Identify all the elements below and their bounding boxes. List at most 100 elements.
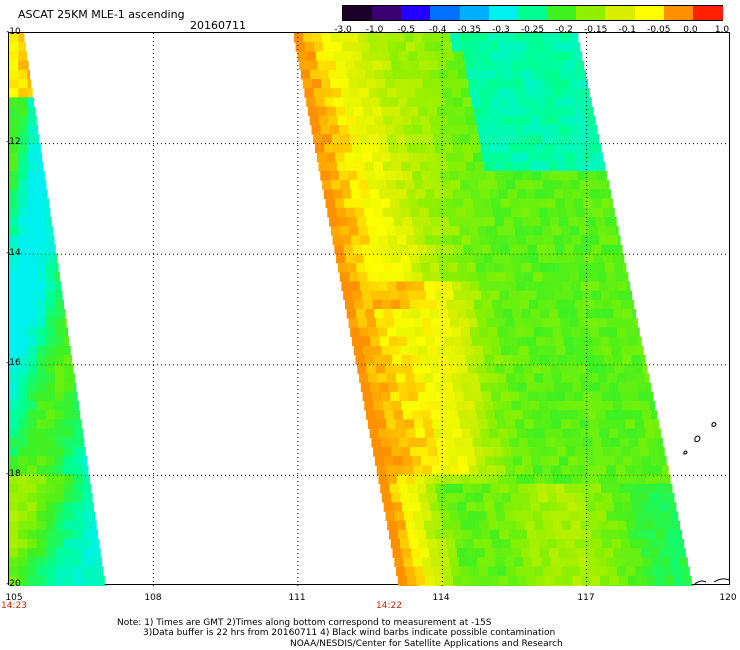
swath-cell [479, 474, 490, 485]
swath-cell [361, 97, 371, 107]
swath-cell [561, 419, 571, 429]
swath-cell [500, 244, 510, 255]
swath-cell [578, 125, 588, 135]
swath-cell [454, 244, 464, 255]
swath-cell [64, 474, 74, 485]
colorbar-segment [692, 6, 723, 20]
swath-cell [581, 235, 591, 245]
swath-cell [590, 189, 601, 199]
swath-cell [370, 336, 380, 347]
swath-cell [495, 318, 506, 328]
swath-cell [550, 364, 561, 374]
swath-cell [551, 79, 561, 89]
swath-cell [371, 244, 381, 255]
swath-cell [628, 483, 639, 494]
swath-cell [464, 539, 474, 549]
swath-cell [396, 474, 407, 485]
swath-cell [562, 474, 572, 485]
swath-cell [537, 152, 548, 163]
swath-cell [499, 529, 509, 540]
swath-cell [9, 373, 19, 383]
swath-cell [349, 226, 359, 236]
swath-cell [519, 152, 529, 163]
swath-cell [355, 115, 366, 126]
swath-cell [73, 447, 83, 457]
swath-cell [364, 401, 374, 411]
swath-cell [532, 125, 542, 135]
swath-cell [362, 391, 373, 402]
swath-cell [390, 198, 400, 209]
swath-cell [36, 309, 47, 319]
swath-cell [484, 548, 495, 558]
swath-cell [409, 253, 420, 264]
swath-cell [447, 161, 457, 172]
swath-cell [466, 309, 476, 319]
swath-cell [55, 309, 65, 319]
swath-cell [566, 401, 577, 411]
swath-cell [27, 272, 37, 282]
swath-cell [631, 548, 642, 558]
swath-cell [392, 355, 402, 365]
swath-cell [334, 244, 344, 255]
swath-cell [329, 217, 339, 227]
swath-cell [27, 152, 37, 163]
swath-cell [467, 171, 478, 181]
swath-cell [55, 299, 64, 310]
swath-cell [512, 115, 522, 126]
swath-cell [389, 51, 399, 61]
swath-cell [488, 474, 499, 485]
swath-cell [430, 456, 440, 466]
swath-cell [423, 566, 434, 577]
swath-cell [313, 134, 323, 144]
colorbar-segment [605, 6, 636, 20]
swath-cell [447, 309, 458, 319]
swath-cell [487, 180, 498, 190]
swath-cell [539, 355, 550, 365]
swath-cell [55, 529, 65, 540]
swath-cell [650, 456, 661, 466]
swath-cell [573, 290, 583, 301]
swath-cell [388, 143, 399, 153]
swath-cell [27, 382, 37, 393]
swath-cell [356, 263, 366, 273]
swath-cell [401, 115, 412, 126]
swath-cell [578, 79, 588, 89]
swath-cell [18, 42, 26, 52]
swath-cell [415, 281, 425, 291]
swath-cell [18, 226, 28, 236]
swath-cell [393, 456, 403, 466]
swath-cell [491, 437, 501, 448]
swath-cell [603, 447, 613, 457]
swath-cell [593, 447, 604, 457]
swath-cell [329, 125, 340, 135]
swath-cell [55, 566, 65, 577]
swath-cell [327, 161, 338, 172]
swath-cell [55, 557, 65, 567]
swath-cell [519, 106, 530, 117]
swath-cell [18, 474, 28, 485]
swath-cell [492, 447, 503, 457]
swath-cell [455, 106, 465, 117]
swath-cell [545, 290, 556, 301]
swath-cell [461, 189, 472, 199]
swath-cell [331, 180, 341, 190]
swath-cell [653, 419, 660, 429]
swath-cell [586, 263, 596, 273]
swath-cell [454, 198, 464, 209]
swath-cell [572, 189, 582, 199]
swath-cell [464, 345, 474, 356]
swath-cell [9, 345, 19, 356]
swath-cell [364, 115, 375, 126]
swath-cell [406, 235, 416, 245]
swath-cell [537, 585, 548, 586]
swath-cell [372, 152, 382, 163]
swath-cell [593, 299, 603, 310]
colorbar-segment [663, 6, 694, 20]
swath-cell [460, 180, 470, 190]
swath-cell [674, 529, 683, 540]
swath-cell [447, 401, 457, 411]
swath-cell [597, 226, 608, 236]
swath-cell [496, 180, 507, 190]
swath-cell [580, 281, 591, 291]
swath-cell [400, 60, 410, 71]
